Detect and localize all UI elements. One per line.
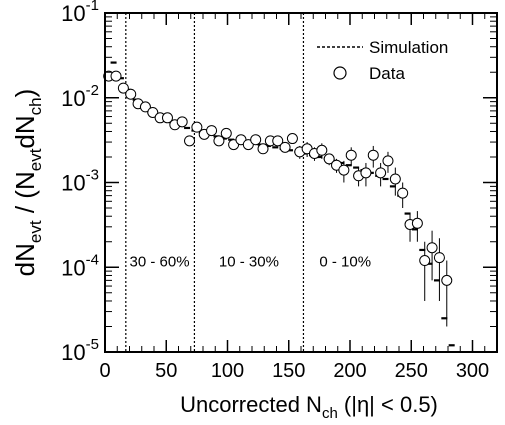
x-tick-label: 100 [211, 360, 244, 382]
data-point [213, 135, 225, 147]
data-series [103, 70, 453, 327]
x-tick-label: 0 [99, 360, 110, 382]
plot-frame [104, 12, 498, 353]
centrality-labels: 30 - 60% 10 - 30% 0 - 10% [130, 254, 372, 271]
data-point [206, 125, 218, 137]
legend-data-swatch [333, 66, 347, 80]
data-point [184, 135, 196, 147]
data-point [110, 70, 122, 82]
x-axis-ticks: 0 50 100 150 200 250 300 [99, 13, 489, 382]
data-point [426, 242, 438, 254]
data-point [419, 255, 431, 267]
y-tick-label: 10-4 [61, 251, 99, 280]
data-point [389, 173, 401, 185]
data-point [272, 135, 284, 147]
data-point [345, 149, 357, 161]
data-point [279, 141, 291, 153]
data-point [433, 252, 445, 264]
centrality-label: 0 - 10% [319, 254, 371, 271]
y-tick-label: 10-3 [61, 167, 99, 196]
data-point [286, 133, 298, 145]
y-axis-title: dNevt / (NevtdNch) [10, 89, 45, 277]
data-point [250, 134, 262, 146]
x-tick-label: 150 [272, 360, 305, 382]
legend-data-label: Data [369, 64, 405, 83]
x-tick-label: 250 [395, 360, 428, 382]
data-point [139, 101, 151, 113]
y-tick-label: 10-1 [61, 0, 99, 26]
data-point [411, 217, 423, 229]
data-point [220, 127, 232, 139]
y-tick-label: 10-5 [61, 336, 99, 365]
centrality-label: 30 - 60% [130, 254, 190, 271]
centrality-label: 10 - 30% [219, 254, 279, 271]
data-point [397, 187, 409, 199]
data-point [316, 144, 328, 156]
data-point [360, 167, 372, 179]
legend-simulation-label: Simulation [369, 38, 448, 57]
data-point [161, 112, 173, 124]
data-point [257, 143, 269, 155]
legend: Simulation Data [317, 38, 448, 83]
x-tick-label: 300 [456, 360, 489, 382]
data-point [147, 106, 159, 118]
x-tick-label: 50 [155, 360, 177, 382]
y-tick-label: 10-2 [61, 82, 99, 111]
data-point [117, 82, 129, 94]
data-point [375, 167, 387, 179]
y-axis-ticks: 10-5 10-4 10-3 10-2 10-1 [61, 0, 497, 365]
data-point [338, 164, 350, 176]
data-point [323, 153, 335, 165]
data-point [367, 149, 379, 161]
x-tick-label: 200 [333, 360, 366, 382]
data-point [382, 155, 394, 167]
data-point [176, 116, 188, 128]
data-point [441, 274, 453, 286]
data-point [191, 121, 203, 133]
centrality-boundaries [125, 13, 305, 352]
data-point [125, 88, 137, 100]
x-axis-title: Uncorrected Nch (|η| < 0.5) [180, 392, 438, 422]
